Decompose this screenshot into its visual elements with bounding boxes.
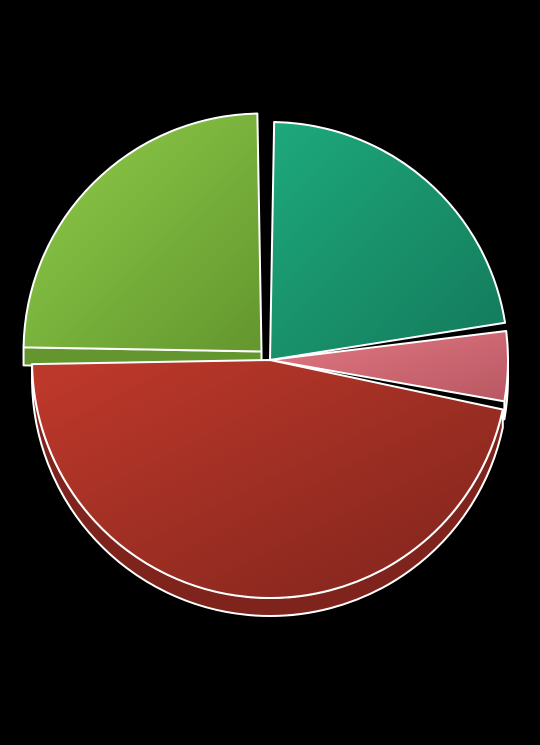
pie-slice-teal: [270, 122, 505, 360]
pie-chart-3d: [0, 0, 540, 745]
pie-slice-red: [32, 360, 503, 598]
pie-chart-svg: [0, 0, 540, 745]
pie-slice-light-green: [24, 114, 262, 352]
